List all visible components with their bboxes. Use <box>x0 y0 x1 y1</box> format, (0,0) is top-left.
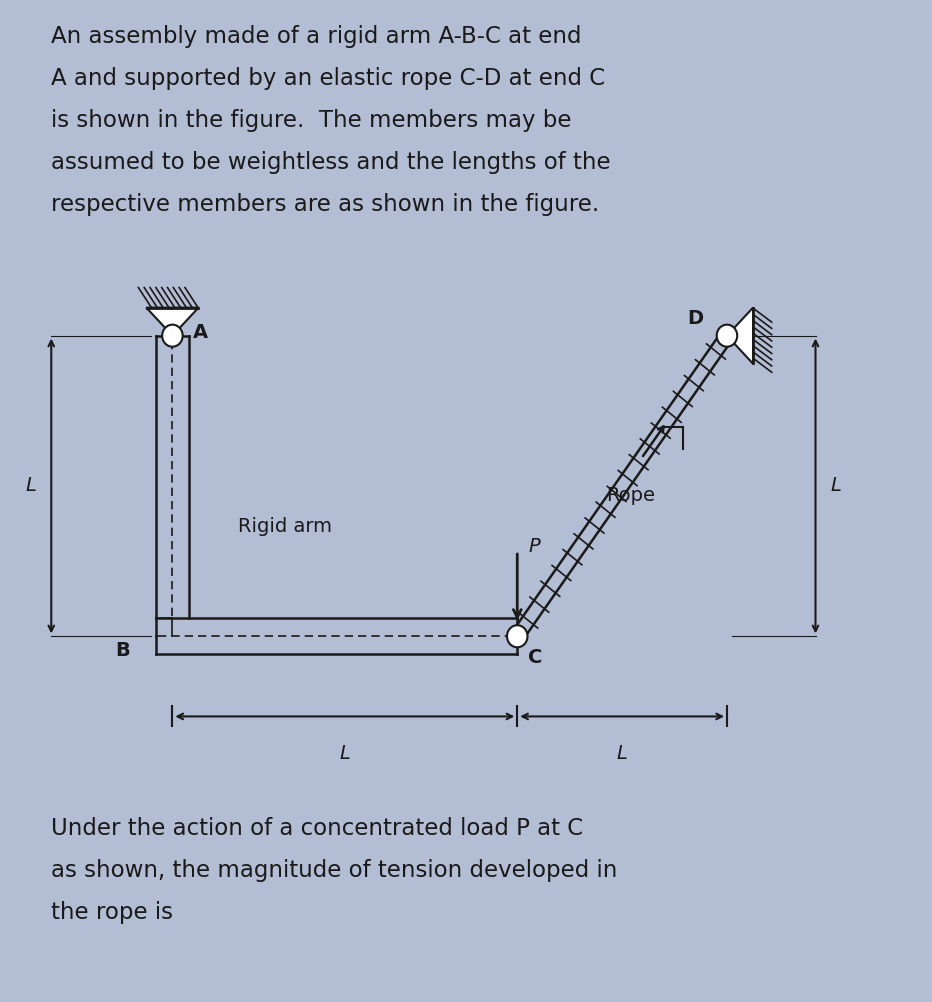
Text: Under the action of a concentrated load P at C: Under the action of a concentrated load … <box>51 817 583 840</box>
Text: respective members are as shown in the figure.: respective members are as shown in the f… <box>51 193 599 216</box>
Text: Rigid arm: Rigid arm <box>238 517 332 535</box>
Polygon shape <box>727 308 753 364</box>
Polygon shape <box>146 308 199 336</box>
Text: C: C <box>528 648 542 667</box>
Text: A and supported by an elastic rope C-D at end C: A and supported by an elastic rope C-D a… <box>51 67 606 90</box>
Text: P: P <box>528 537 541 555</box>
Text: the rope is: the rope is <box>51 901 173 924</box>
Text: L: L <box>830 477 842 495</box>
Circle shape <box>507 625 528 647</box>
Text: assumed to be weightless and the lengths of the: assumed to be weightless and the lengths… <box>51 151 610 174</box>
Text: An assembly made of a rigid arm A-B-C at end: An assembly made of a rigid arm A-B-C at… <box>51 25 582 48</box>
Text: is shown in the figure.  The members may be: is shown in the figure. The members may … <box>51 109 571 132</box>
Text: B: B <box>116 641 130 660</box>
Text: L: L <box>25 477 36 495</box>
Text: L: L <box>617 744 627 764</box>
Text: A: A <box>193 324 208 342</box>
Text: L: L <box>339 744 350 764</box>
Text: Rope: Rope <box>606 487 655 505</box>
Circle shape <box>162 325 183 347</box>
Text: D: D <box>688 309 704 328</box>
Text: as shown, the magnitude of tension developed in: as shown, the magnitude of tension devel… <box>51 859 618 882</box>
Circle shape <box>717 325 737 347</box>
